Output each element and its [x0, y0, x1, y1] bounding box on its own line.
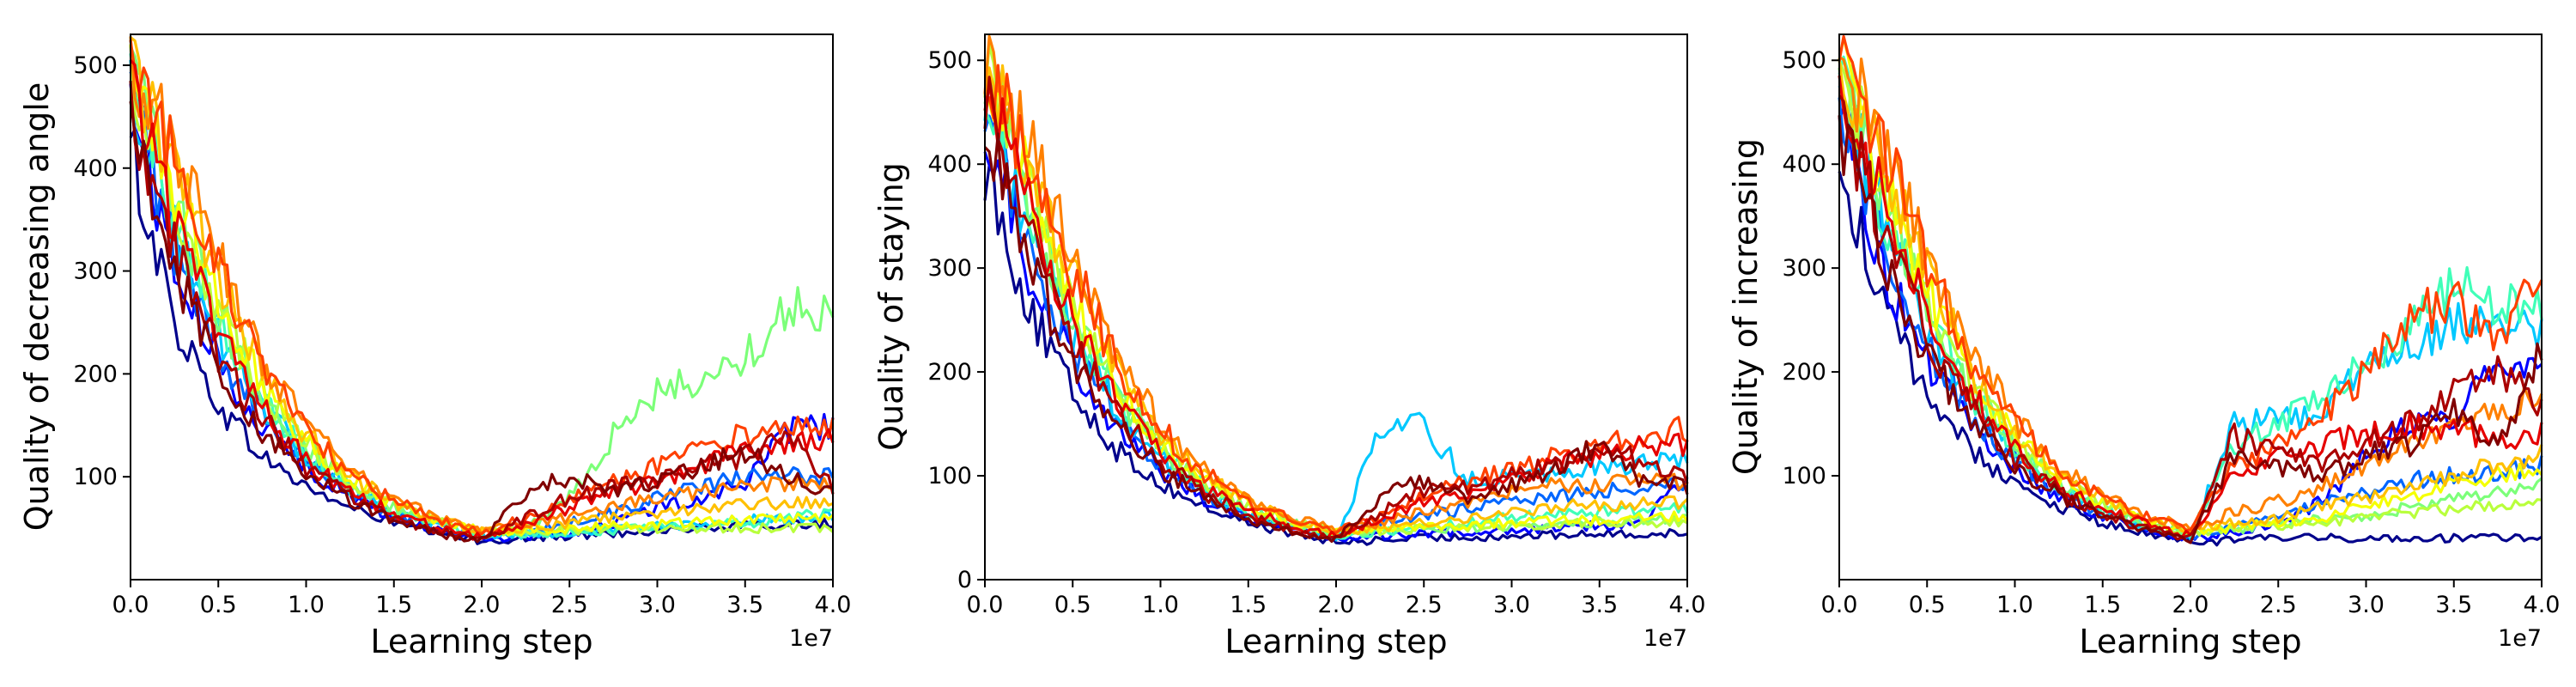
y-tick-label: 400 [1782, 151, 1826, 178]
x-tick-label: 1.5 [1230, 592, 1267, 618]
series-layer [1838, 34, 2543, 547]
series-line-11 [1838, 34, 2543, 532]
x-tick-label: 2.0 [464, 592, 501, 618]
x-axis-exponent: 1e7 [2498, 625, 2542, 652]
x-tick-label: 1.0 [288, 592, 325, 618]
x-tick-label: 1.5 [375, 592, 412, 618]
x-tick-label: 1.5 [2084, 592, 2121, 618]
series-line-9 [130, 36, 834, 536]
y-tick-label: 500 [73, 52, 118, 79]
ticks-layer: 0.0 0.5 1.0 1.5 2.0 2.5 3.0 3.5 4.0 0 100 200 300 400… [927, 47, 1705, 618]
x-tick-label: 2.5 [1406, 592, 1443, 618]
series-line-11 [129, 40, 835, 536]
x-axis-exponent: 1e7 [1643, 625, 1687, 652]
axes-frame [130, 33, 834, 581]
x-tick-label: 0.5 [200, 592, 237, 618]
series-layer [129, 36, 835, 545]
y-tick-label: 500 [927, 47, 972, 74]
y-axis-label: Quality of decreasing angle [18, 82, 56, 531]
x-tick-label: 0.0 [112, 592, 149, 618]
x-tick-label: 4.0 [2524, 592, 2561, 618]
y-tick-label: 200 [1782, 359, 1826, 386]
y-tick-label: 300 [927, 255, 972, 282]
y-tick-label: 400 [73, 155, 118, 182]
x-tick-label: 1.0 [1996, 592, 2033, 618]
series-layer [983, 34, 1689, 546]
y-tick-label: 500 [1782, 47, 1826, 74]
x-tick-label: 3.0 [1493, 592, 1530, 618]
series-line-14 [983, 132, 1689, 544]
x-tick-label: 2.5 [2260, 592, 2297, 618]
x-tick-label: 0.0 [967, 592, 1004, 618]
x-tick-label: 4.0 [815, 592, 852, 618]
x-tick-label: 3.0 [2348, 592, 2385, 618]
x-tick-label: 2.5 [551, 592, 588, 618]
x-tick-label: 0.5 [1054, 592, 1091, 618]
x-axis-label: Learning step [2079, 623, 2301, 660]
subplot-decreasing-angle: 0.0 0.5 1.0 1.5 2.0 2.5 3.0 3.5 4.0 100 200 300 400 5… [18, 33, 851, 660]
y-tick-label: 100 [927, 463, 972, 489]
x-axis-label: Learning step [1224, 623, 1447, 660]
x-tick-label: 1.0 [1142, 592, 1179, 618]
series-line-14 [1838, 115, 2543, 544]
series-line-13 [1838, 94, 2543, 541]
series-line-1 [129, 127, 834, 545]
y-axis-label: Quality of increasing [1727, 138, 1765, 475]
axes-frame [984, 33, 1688, 581]
subplot-staying: 0.0 0.5 1.0 1.5 2.0 2.5 3.0 3.5 4.0 0 100 200 300 400… [872, 33, 1705, 660]
y-tick-label: 300 [73, 258, 118, 285]
axes-frame [1838, 33, 2543, 581]
ticks-layer: 0.0 0.5 1.0 1.5 2.0 2.5 3.0 3.5 4.0 100 200 300 400 5… [1782, 47, 2560, 618]
x-tick-label: 2.0 [2172, 592, 2209, 618]
y-tick-label: 200 [927, 359, 972, 386]
x-tick-label: 0.0 [1821, 592, 1858, 618]
x-tick-label: 3.0 [639, 592, 676, 618]
x-axis-label: Learning step [370, 623, 592, 660]
y-tick-label: 300 [1782, 255, 1826, 282]
x-axis-exponent: 1e7 [789, 625, 833, 652]
subplot-increasing: 0.0 0.5 1.0 1.5 2.0 2.5 3.0 3.5 4.0 100 200 300 400 5… [1727, 33, 2560, 660]
x-tick-label: 3.5 [2435, 592, 2472, 618]
series-line-1 [983, 164, 1688, 546]
y-tick-label: 100 [1782, 463, 1826, 489]
y-tick-label: 400 [927, 151, 972, 178]
x-tick-label: 0.5 [1909, 592, 1946, 618]
y-tick-label: 100 [73, 464, 118, 490]
x-tick-label: 3.5 [726, 592, 763, 618]
y-axis-label: Quality of staying [872, 162, 910, 451]
series-line-14 [129, 100, 834, 544]
ticks-layer: 0.0 0.5 1.0 1.5 2.0 2.5 3.0 3.5 4.0 100 200 300 400 5… [73, 52, 851, 618]
x-tick-label: 2.0 [1318, 592, 1355, 618]
x-tick-label: 3.5 [1581, 592, 1618, 618]
y-tick-label: 0 [957, 567, 972, 593]
x-tick-label: 4.0 [1669, 592, 1706, 618]
y-tick-label: 200 [73, 361, 118, 387]
